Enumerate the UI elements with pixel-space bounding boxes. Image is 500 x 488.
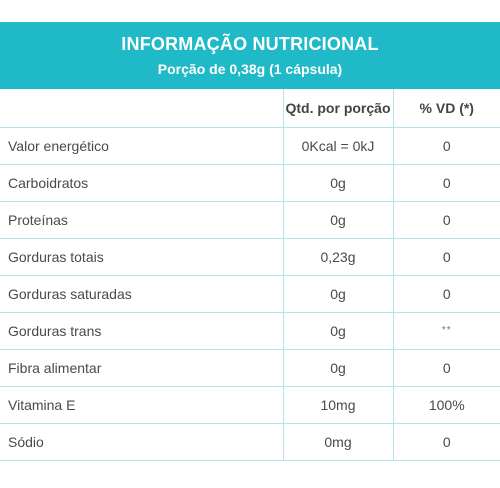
nutrient-name: Vitamina E (0, 386, 283, 424)
nutrient-quantity: 0,23g (282, 238, 393, 276)
table-header-row: Qtd. por porção % VD (*) (0, 89, 500, 128)
nutrient-name: Proteínas (0, 201, 283, 239)
table-row: Carboidratos 0g 0 (0, 164, 500, 202)
nutrient-daily-value: 100% (392, 386, 500, 424)
column-header-quantity: Qtd. por porção (282, 89, 393, 128)
nutrient-daily-value: 0 (392, 201, 500, 239)
nutrition-title: INFORMAÇÃO NUTRICIONAL (121, 34, 379, 54)
nutrient-name: Sódio (0, 423, 283, 461)
nutrient-quantity: 0Kcal = 0kJ (282, 127, 393, 165)
nutrient-quantity: 10mg (282, 386, 393, 424)
table-row: Gorduras totais 0,23g 0 (0, 238, 500, 276)
nutrition-table: Qtd. por porção % VD (*) Valor energétic… (0, 89, 500, 461)
nutrient-quantity: 0g (282, 201, 393, 239)
table-row: Valor energético 0Kcal = 0kJ 0 (0, 127, 500, 165)
nutrient-quantity: 0g (282, 349, 393, 387)
nutrient-name: Carboidratos (0, 164, 283, 202)
nutrient-daily-value: 0 (392, 238, 500, 276)
table-row: Gorduras saturadas 0g 0 (0, 275, 500, 313)
table-row: Gorduras trans 0g ** (0, 312, 500, 350)
nutrient-daily-value: 0 (392, 164, 500, 202)
table-row: Fibra alimentar 0g 0 (0, 349, 500, 387)
nutrient-quantity: 0g (282, 312, 393, 350)
nutrient-name: Gorduras saturadas (0, 275, 283, 313)
column-header-daily-value: % VD (*) (392, 89, 500, 128)
table-row: Proteínas 0g 0 (0, 201, 500, 239)
nutrition-header: INFORMAÇÃO NUTRICIONAL Porção de 0,38g (… (0, 22, 500, 89)
nutrient-quantity: 0g (282, 164, 393, 202)
nutrient-daily-value: 0 (392, 275, 500, 313)
nutrient-quantity: 0mg (282, 423, 393, 461)
nutrient-name: Gorduras trans (0, 312, 283, 350)
nutrient-name: Fibra alimentar (0, 349, 283, 387)
nutrient-daily-value: 0 (392, 423, 500, 461)
nutrient-daily-value: ** (392, 312, 500, 350)
nutrient-daily-value: 0 (392, 349, 500, 387)
nutrient-daily-value: 0 (392, 127, 500, 165)
nutrient-quantity: 0g (282, 275, 393, 313)
column-header-nutrient (0, 89, 283, 128)
serving-size: Porção de 0,38g (1 cápsula) (157, 61, 343, 77)
table-row: Sódio 0mg 0 (0, 423, 500, 461)
nutrient-name: Gorduras totais (0, 238, 283, 276)
nutrient-name: Valor energético (0, 127, 283, 165)
table-row: Vitamina E 10mg 100% (0, 386, 500, 424)
